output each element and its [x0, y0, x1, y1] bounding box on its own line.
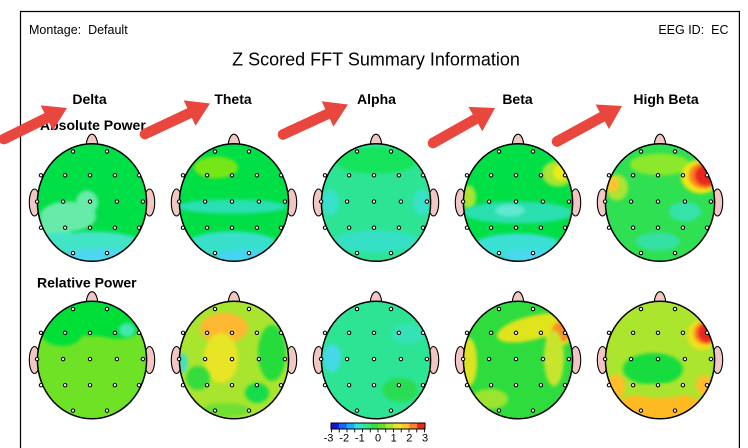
svg-text:-3: -3 — [324, 433, 334, 445]
svg-text:Theta: Theta — [214, 91, 252, 107]
svg-text:-1: -1 — [355, 433, 365, 445]
svg-text:High Beta: High Beta — [633, 91, 699, 107]
svg-text:0: 0 — [375, 433, 381, 445]
svg-text:Relative Power: Relative Power — [37, 275, 137, 291]
svg-text:Montage: Default: Montage: Default — [29, 23, 128, 37]
svg-text:Absolute Power: Absolute Power — [40, 117, 146, 133]
svg-text:2: 2 — [406, 433, 412, 445]
svg-text:Beta: Beta — [502, 91, 533, 107]
svg-text:3: 3 — [422, 433, 428, 445]
svg-text:Alpha: Alpha — [357, 91, 396, 107]
svg-text:-2: -2 — [339, 433, 349, 445]
svg-text:1: 1 — [391, 433, 397, 445]
svg-text:EEG ID: EC: EEG ID: EC — [658, 23, 728, 37]
svg-text:Z Scored FFT Summary Informati: Z Scored FFT Summary Information — [232, 50, 520, 70]
svg-text:Delta: Delta — [72, 91, 106, 107]
